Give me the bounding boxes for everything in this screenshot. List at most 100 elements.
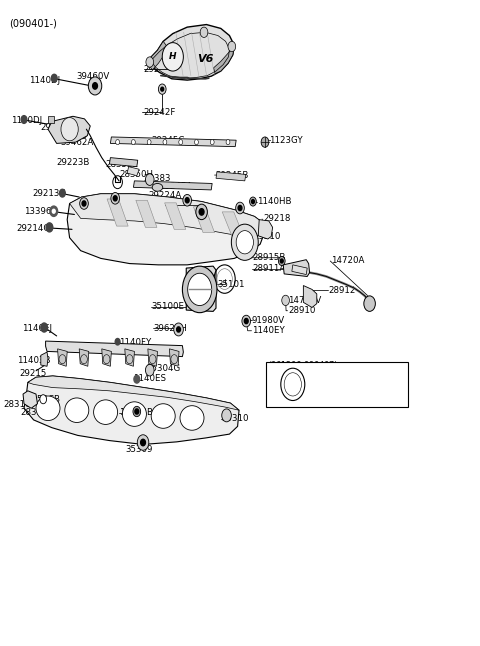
Text: (061206-090407): (061206-090407): [269, 361, 338, 370]
Polygon shape: [70, 194, 264, 238]
Text: 35100E: 35100E: [151, 302, 184, 311]
Circle shape: [200, 27, 208, 37]
Polygon shape: [283, 260, 310, 276]
Text: 13396: 13396: [24, 207, 51, 216]
Text: 28383: 28383: [143, 174, 170, 183]
Text: 28350H: 28350H: [119, 170, 153, 179]
Polygon shape: [28, 376, 239, 410]
Text: 29242F: 29242F: [143, 108, 175, 117]
Circle shape: [244, 318, 248, 324]
Polygon shape: [133, 181, 212, 190]
Text: 29214G: 29214G: [17, 224, 51, 233]
Text: 29245B: 29245B: [215, 171, 249, 180]
Polygon shape: [48, 116, 54, 123]
Circle shape: [236, 202, 244, 214]
Polygon shape: [292, 265, 307, 275]
Polygon shape: [216, 172, 246, 181]
Text: 11403B: 11403B: [17, 356, 50, 365]
Circle shape: [134, 375, 140, 383]
Circle shape: [231, 224, 258, 260]
Circle shape: [145, 174, 154, 185]
Circle shape: [228, 41, 236, 52]
Polygon shape: [193, 207, 215, 233]
Circle shape: [158, 84, 166, 94]
Circle shape: [145, 364, 154, 376]
Text: 39463: 39463: [60, 130, 87, 140]
Circle shape: [174, 323, 183, 336]
Circle shape: [93, 83, 97, 89]
Ellipse shape: [152, 183, 163, 191]
Text: 29216F: 29216F: [41, 123, 73, 132]
FancyBboxPatch shape: [266, 362, 408, 407]
Circle shape: [188, 273, 212, 306]
Text: 1140EY: 1140EY: [252, 326, 285, 335]
Circle shape: [222, 409, 231, 422]
Circle shape: [115, 339, 120, 345]
Text: 1338BB: 1338BB: [119, 408, 153, 417]
Ellipse shape: [94, 400, 118, 424]
Text: 1140FY: 1140FY: [119, 338, 151, 347]
Circle shape: [41, 323, 48, 332]
Text: 91980V: 91980V: [252, 316, 285, 325]
Circle shape: [60, 189, 65, 197]
Polygon shape: [169, 349, 179, 366]
Text: 28310: 28310: [4, 400, 31, 409]
Circle shape: [238, 205, 242, 211]
Polygon shape: [67, 194, 264, 265]
Text: 29213C: 29213C: [33, 189, 66, 198]
Text: 28910: 28910: [288, 306, 315, 315]
Ellipse shape: [65, 398, 89, 422]
Polygon shape: [23, 391, 37, 408]
Polygon shape: [110, 137, 236, 147]
Polygon shape: [214, 45, 234, 74]
Circle shape: [61, 118, 78, 141]
Circle shape: [196, 204, 207, 220]
Circle shape: [88, 77, 102, 95]
Circle shape: [199, 209, 204, 215]
Polygon shape: [136, 200, 157, 227]
Text: 39300A: 39300A: [166, 201, 199, 210]
Text: 1140HB: 1140HB: [257, 197, 291, 206]
Circle shape: [21, 116, 27, 123]
Polygon shape: [24, 376, 239, 444]
Circle shape: [133, 406, 141, 417]
Text: 14720A: 14720A: [331, 256, 365, 266]
Text: 29240: 29240: [143, 65, 170, 74]
Text: 35304G: 35304G: [146, 364, 180, 373]
Polygon shape: [127, 167, 139, 176]
Polygon shape: [148, 349, 157, 366]
Polygon shape: [303, 286, 317, 307]
Circle shape: [132, 140, 135, 145]
Polygon shape: [165, 203, 186, 229]
Ellipse shape: [180, 406, 204, 430]
Polygon shape: [107, 199, 128, 226]
Circle shape: [137, 435, 149, 450]
Text: 28912: 28912: [329, 286, 356, 295]
Circle shape: [46, 223, 53, 232]
Circle shape: [50, 206, 58, 216]
Circle shape: [179, 140, 182, 145]
Circle shape: [80, 198, 88, 209]
Text: 39620H: 39620H: [154, 324, 188, 333]
Circle shape: [242, 315, 251, 327]
Ellipse shape: [36, 396, 60, 421]
Circle shape: [135, 409, 139, 414]
Circle shape: [182, 266, 217, 313]
Text: 39460V: 39460V: [77, 72, 110, 81]
Text: 28311: 28311: [20, 408, 48, 417]
Circle shape: [51, 74, 57, 82]
Text: 1140ES: 1140ES: [133, 374, 167, 383]
Circle shape: [185, 198, 189, 203]
Polygon shape: [147, 25, 234, 80]
Polygon shape: [222, 212, 243, 236]
Circle shape: [250, 197, 256, 206]
Circle shape: [183, 194, 192, 206]
Polygon shape: [109, 158, 138, 167]
Polygon shape: [41, 352, 48, 366]
Circle shape: [161, 87, 164, 91]
Circle shape: [163, 140, 167, 145]
Text: 39462A: 39462A: [60, 138, 93, 147]
Text: 35310: 35310: [222, 414, 249, 423]
Polygon shape: [46, 341, 183, 357]
Text: 28915B: 28915B: [252, 253, 286, 262]
